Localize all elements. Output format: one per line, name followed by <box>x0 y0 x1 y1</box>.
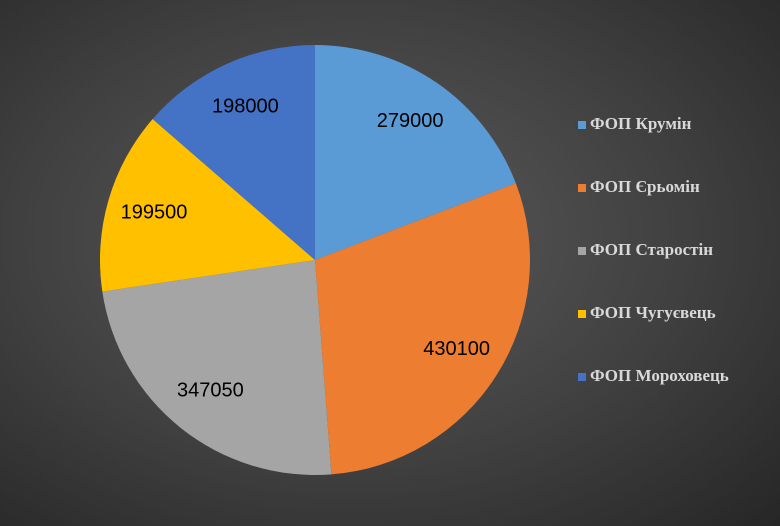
legend-label: ФОП Старостін <box>590 240 713 259</box>
legend-label: ФОП Крумін <box>590 114 692 133</box>
data-label: 430100 <box>423 338 490 360</box>
pie-slice <box>315 183 530 475</box>
legend-label: ФОП Чугуєвець <box>590 303 716 322</box>
pie-slice <box>152 45 315 260</box>
data-label: 198000 <box>212 96 279 118</box>
pie-slice <box>102 260 332 476</box>
legend-label: ФОП Мороховець <box>590 366 729 385</box>
legend-swatch <box>578 121 586 129</box>
data-label: 199500 <box>121 201 188 223</box>
legend-label: ФОП Єрьомін <box>590 177 700 196</box>
pie-slice <box>100 119 315 292</box>
legend-swatch <box>578 310 586 318</box>
legend-swatch <box>578 373 586 381</box>
data-label: 347050 <box>177 379 244 401</box>
data-label: 279000 <box>377 110 444 132</box>
legend-swatch <box>578 184 586 192</box>
pie-slice <box>315 45 516 260</box>
legend-swatch <box>578 247 586 255</box>
